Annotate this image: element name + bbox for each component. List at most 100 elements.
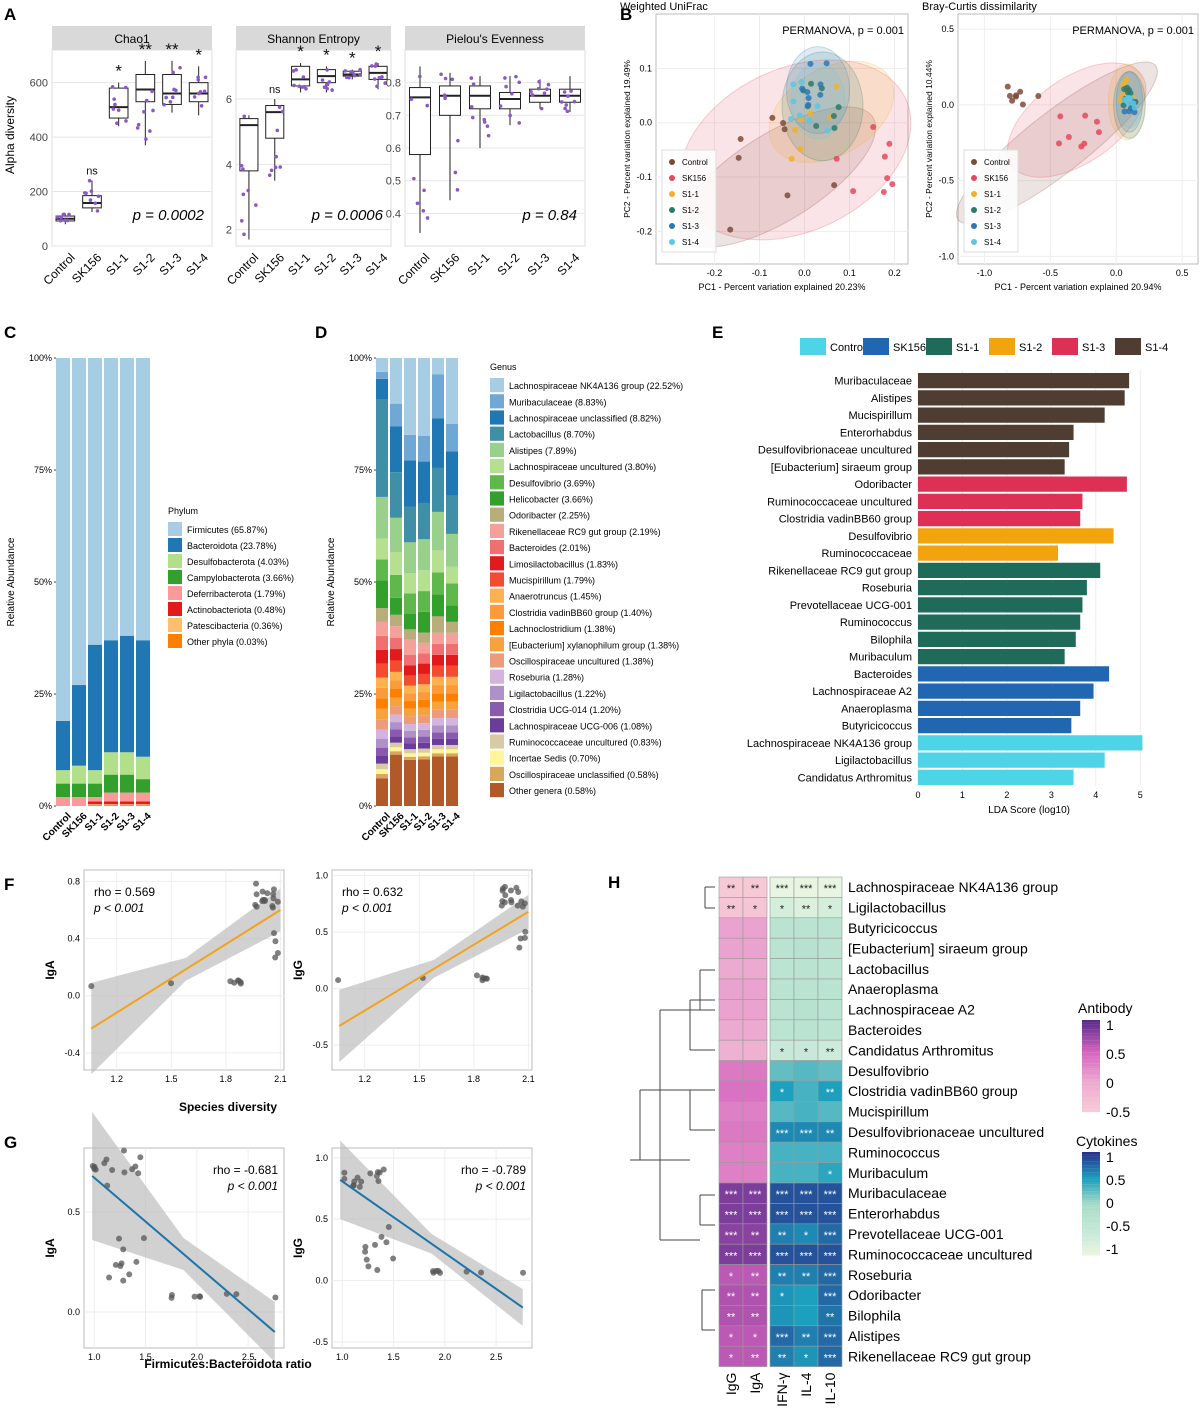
data-point	[320, 78, 325, 82]
p-text: p < 0.001	[227, 1179, 278, 1193]
legend-label: Lachnospiraceae unclassified (8.82%)	[509, 414, 661, 424]
box	[108, 87, 129, 119]
stack-segment	[446, 423, 458, 452]
legend-gradient-step	[1082, 1052, 1100, 1055]
legend-gradient-step	[1082, 1066, 1100, 1069]
data-point	[831, 182, 838, 189]
data-point	[562, 90, 567, 94]
significance-mark: **	[826, 1312, 835, 1324]
stack-segment	[418, 673, 430, 685]
legend-swatch	[168, 522, 182, 536]
legend-label: Odoribacter (2.25%)	[509, 511, 590, 521]
legend-label: Rikenellaceae RC9 gut group (2.19%)	[509, 527, 661, 537]
data-point	[409, 97, 414, 101]
data-point	[850, 188, 857, 195]
data-point	[292, 83, 296, 88]
stack-segment	[432, 725, 444, 733]
column-label: IL-4	[798, 1372, 814, 1396]
y-tick-label: -0.5	[938, 176, 954, 186]
legend-gradient-step	[1082, 1031, 1100, 1034]
significance-mark: ***	[824, 1271, 838, 1283]
data-point	[507, 887, 514, 894]
stack-segment	[120, 804, 134, 806]
stack-segment	[376, 580, 388, 609]
data-point	[517, 80, 522, 85]
stack-segment	[376, 538, 388, 560]
significance-mark: **	[826, 1128, 835, 1140]
y-axis-label: PC2 - Percent variation explained 10.44%	[924, 60, 934, 218]
legend-gradient-step	[1082, 1038, 1100, 1041]
significance-mark: *	[828, 1169, 833, 1181]
stack-segment	[376, 496, 388, 539]
data-point	[174, 88, 178, 93]
stack-segment	[376, 769, 388, 775]
significance-mark: *	[804, 1352, 809, 1364]
legend-label: Lachnospiraceae UCG-006 (1.08%)	[509, 721, 652, 731]
lda-bar	[918, 631, 1076, 647]
data-point	[1093, 118, 1100, 125]
bar-label: Desulfovibrionaceae uncultured	[758, 445, 912, 457]
data-point	[473, 972, 480, 979]
data-point	[817, 91, 824, 98]
panel-d-genus-abundance: Relative Abundance0%25%50%75%100%Control…	[326, 353, 683, 844]
significance-mark: ***	[725, 1230, 739, 1242]
stack-segment	[404, 756, 416, 760]
legend-title: Phylum	[168, 506, 198, 516]
heatmap-cell-antibody	[742, 1121, 768, 1143]
significance-mark: **	[802, 904, 811, 916]
data-point	[253, 880, 260, 887]
box	[499, 91, 521, 110]
y-tick-label: 50%	[354, 577, 372, 587]
legend-gradient-step	[1082, 1091, 1100, 1094]
legend-tick: 1	[1106, 1149, 1114, 1165]
heatmap-cell-cytokine	[793, 1305, 819, 1327]
x-tick-label: S1-1	[103, 250, 131, 278]
data-point	[118, 1260, 125, 1267]
stack-segment	[432, 616, 444, 633]
stack-segment	[120, 635, 134, 753]
stack-segment	[418, 435, 430, 462]
legend-label: S1-1	[682, 190, 699, 199]
panel-label-g: G	[4, 1133, 17, 1152]
legend-swatch	[926, 338, 952, 355]
confidence-band	[91, 888, 281, 1075]
bar-label: Muribaculaceae	[834, 376, 912, 388]
heatmap-cell-cytokine	[769, 937, 795, 959]
p-value: p = 0.0006	[311, 207, 384, 224]
legend-gradient-step	[1082, 1186, 1100, 1189]
data-point	[503, 76, 507, 80]
stack-segment	[376, 729, 388, 739]
legend-swatch	[971, 191, 977, 197]
data-point	[372, 77, 377, 81]
significance-mark: **	[826, 1087, 835, 1099]
data-point	[273, 165, 278, 170]
stack-segment	[446, 605, 458, 622]
legend-label: Bacteroides (2.01%)	[509, 543, 591, 553]
stack-segment	[432, 749, 444, 754]
legend-swatch	[490, 621, 504, 636]
stack-segment	[390, 517, 402, 553]
stack-segment	[376, 378, 388, 400]
x-tick-label: Control	[395, 250, 432, 287]
legend-tick: 0	[1106, 1075, 1114, 1091]
p-text: p < 0.001	[475, 1179, 526, 1193]
legend-title: Cytokines	[1076, 1133, 1137, 1149]
legend-gradient-step	[1082, 1225, 1100, 1228]
stack-segment	[104, 801, 118, 805]
legend-gradient-step	[1082, 1152, 1100, 1155]
legend-gradient-step	[1082, 1100, 1100, 1103]
data-point	[823, 60, 830, 67]
data-point	[792, 126, 799, 133]
significance-mark: ***	[776, 1250, 790, 1262]
stack-segment	[432, 654, 444, 666]
significance-mark: ***	[776, 1189, 790, 1201]
data-point	[880, 189, 887, 196]
significance-mark: **	[727, 1312, 736, 1324]
column-label: IFN-γ	[774, 1373, 790, 1407]
significance-mark: **	[802, 1332, 811, 1344]
stack-segment	[446, 718, 458, 726]
legend-label: S1-4	[984, 238, 1001, 247]
data-point	[824, 127, 831, 134]
data-point	[412, 176, 416, 181]
lda-bar	[918, 597, 1083, 613]
